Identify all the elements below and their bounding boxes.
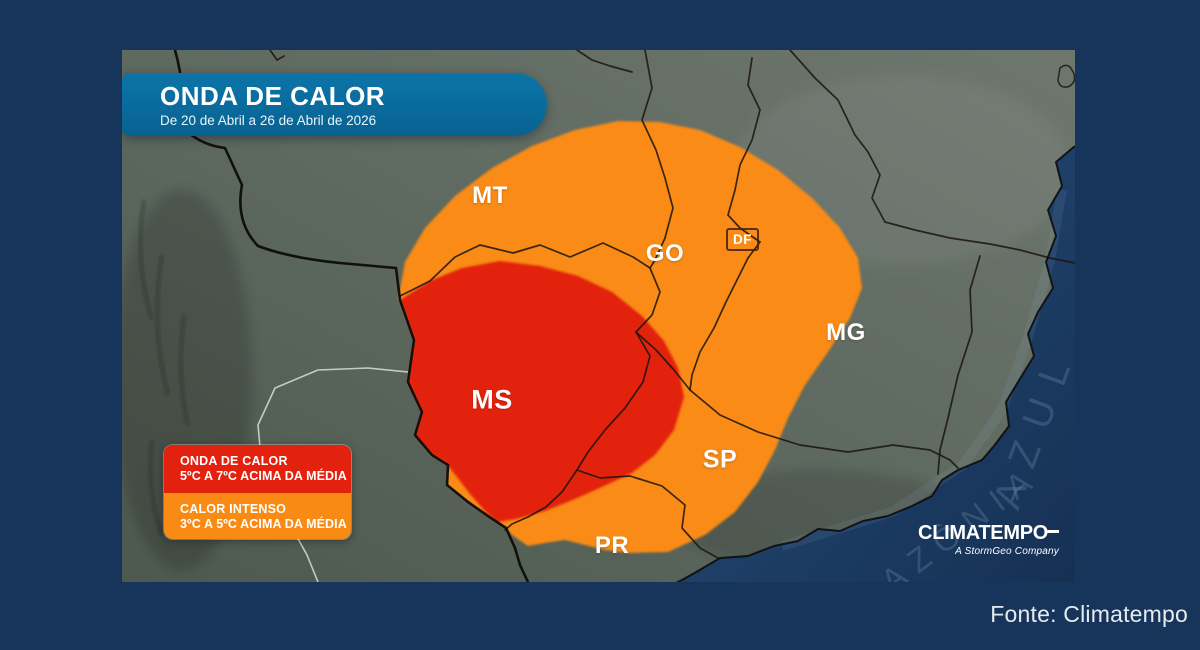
legend-intense-section: CALOR INTENSO 3ºC A 5ºC ACIMA DA MÉDIA — [164, 493, 351, 539]
climatempo-logo: CLIMATEMPO A StormGeo Company — [918, 522, 1059, 557]
banner-subtitle: De 20 de Abril a 26 de Abril de 2026 — [160, 113, 377, 128]
legend-intense-label: CALOR INTENSO — [180, 502, 287, 516]
state-box-df: DF — [726, 228, 759, 251]
state-label-mt: MT — [472, 182, 508, 209]
legend-heatwave-range: 5ºC A 7ºC ACIMA DA MÉDIA — [180, 469, 347, 483]
ocean-area — [678, 146, 1075, 582]
state-label-mg: MG — [826, 319, 866, 346]
coast-ridge-highlight — [780, 189, 1067, 551]
heatwave-area — [400, 261, 684, 522]
state-label-sp: SP — [702, 445, 738, 474]
logo-dash-icon — [1045, 530, 1059, 533]
coastal-lagoon — [1057, 64, 1075, 88]
state-label-pr: PR — [594, 532, 630, 559]
mountain-ridges — [138, 199, 190, 536]
source-caption: Fonte: Climatempo — [990, 601, 1188, 627]
banner-title: ONDA DE CALOR — [160, 81, 386, 111]
coastline — [675, 145, 1075, 582]
state-label-df: DF — [733, 232, 752, 247]
legend-intense-range: 3ºC A 5ºC ACIMA DA MÉDIA — [180, 517, 347, 531]
legend-heatwave-label: ONDA DE CALOR — [180, 454, 288, 468]
forecast-map: AMAZÔNIA AZUL ONDA DE CALOR De 20 de Abr… — [122, 50, 1075, 582]
legend: ONDA DE CALOR 5ºC A 7ºC ACIMA DA MÉDIA C… — [163, 444, 352, 540]
title-banner: ONDA DE CALOR De 20 de Abril a 26 de Abr… — [122, 73, 547, 136]
state-label-go: GO — [645, 240, 685, 267]
logo-wordmark: CLIMATEMPO — [918, 522, 1048, 544]
state-label-ms: MS — [471, 384, 513, 415]
legend-heatwave-section: ONDA DE CALOR 5ºC A 7ºC ACIMA DA MÉDIA — [164, 445, 351, 493]
logo-tagline: A StormGeo Company — [955, 546, 1059, 557]
map-canvas — [122, 50, 1075, 582]
bolivia-paraguay-border — [257, 367, 409, 582]
state-borders — [269, 50, 1075, 559]
